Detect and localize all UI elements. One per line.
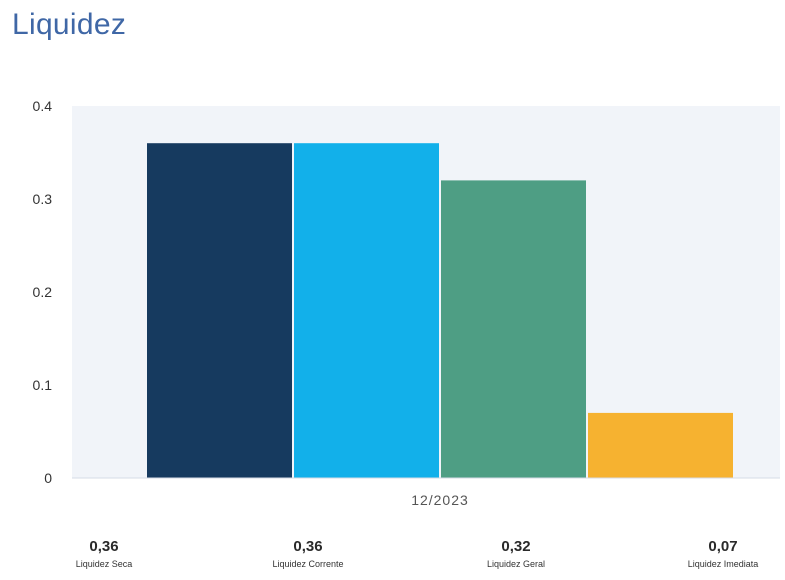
legend-value: 0,32 bbox=[501, 538, 531, 555]
legend-label: Liquidez Corrente bbox=[272, 559, 344, 569]
x-tick-label: 12/2023 bbox=[411, 492, 469, 508]
legend: 0,36 Liquidez Seca 0,36 Liquidez Corrent… bbox=[0, 538, 785, 580]
page-title: Liquidez bbox=[12, 8, 127, 41]
legend-item-liquidez-corrente: 0,36 Liquidez Corrente bbox=[238, 538, 378, 569]
y-tick-label: 0.4 bbox=[33, 98, 53, 114]
y-tick-label: 0 bbox=[44, 470, 52, 486]
legend-item-liquidez-geral: 0,32 Liquidez Geral bbox=[446, 538, 586, 569]
legend-label: Liquidez Imediata bbox=[687, 559, 759, 569]
legend-label: Liquidez Geral bbox=[486, 559, 546, 569]
bar-liquidez-imediata bbox=[588, 412, 733, 478]
legend-value: 0,36 bbox=[89, 538, 119, 555]
legend-value: 0,36 bbox=[293, 538, 323, 555]
y-tick-label: 0.1 bbox=[33, 377, 53, 393]
legend-item-liquidez-seca: 0,36 Liquidez Seca bbox=[34, 538, 174, 569]
legend-value: 0,07 bbox=[708, 538, 738, 555]
bar-chart: 0 0.1 0.2 0.3 0.4 12/2023 bbox=[33, 98, 780, 508]
legend-item-liquidez-imediata: 0,07 Liquidez Imediata bbox=[653, 538, 785, 569]
legend-label: Liquidez Seca bbox=[75, 559, 133, 569]
y-tick-label: 0.3 bbox=[33, 191, 53, 207]
bar-liquidez-seca bbox=[147, 143, 292, 478]
bar-liquidez-corrente bbox=[294, 143, 439, 478]
y-tick-label: 0.2 bbox=[33, 284, 53, 300]
bar-liquidez-geral bbox=[441, 180, 586, 478]
